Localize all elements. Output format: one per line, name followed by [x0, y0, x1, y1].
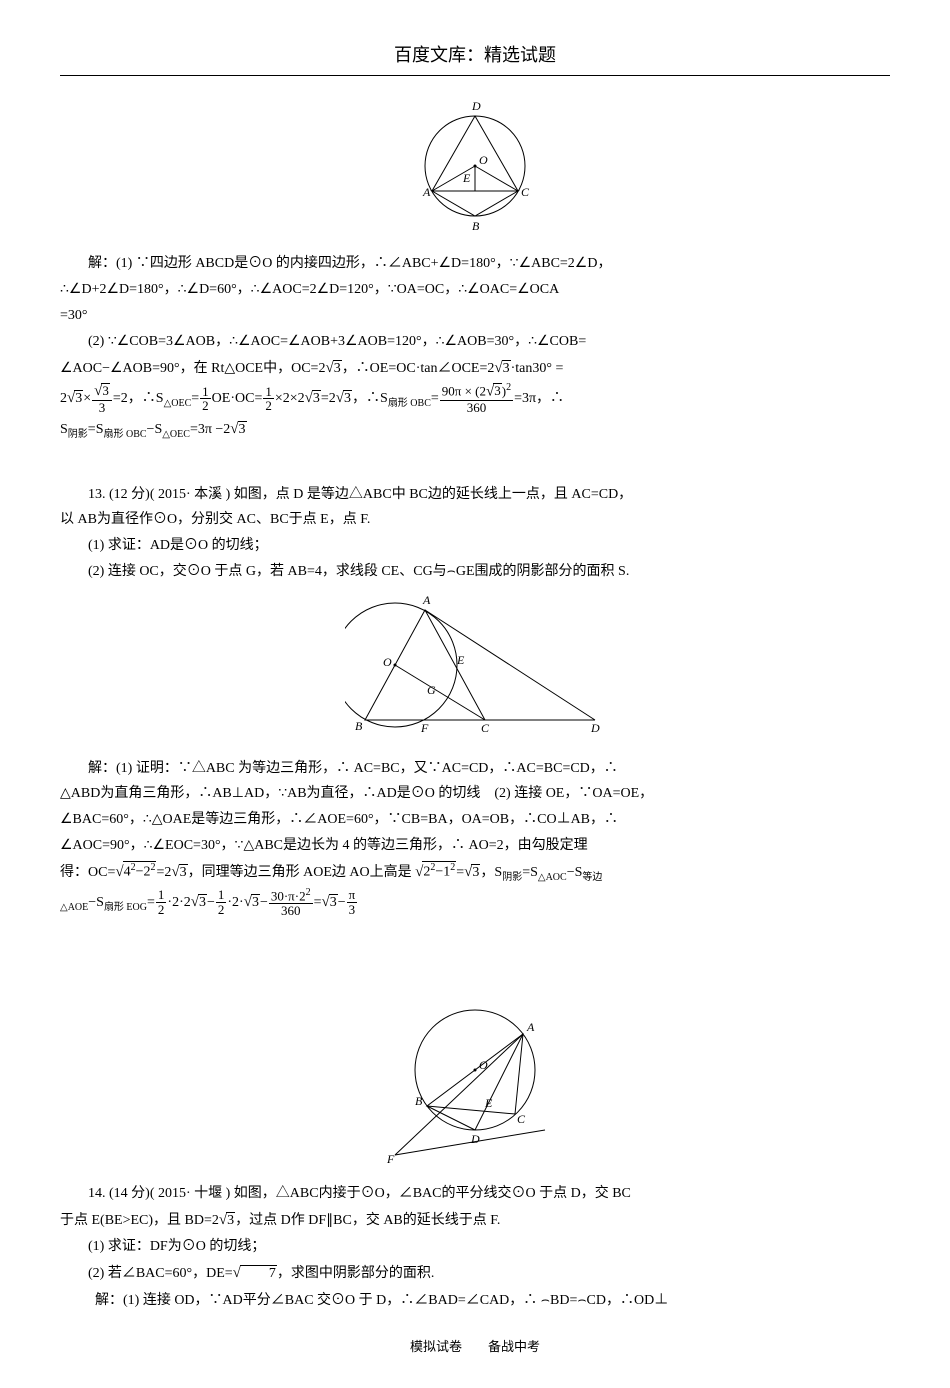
sol3-a: 解：(1) 连接 OD，∵AD平分∠BAC 交⊙O 于 D，∴∠BAD=∠CAD…: [60, 1289, 890, 1313]
figure-2: A B C D O E F G: [60, 590, 890, 749]
svg-text:D: D: [470, 1132, 480, 1146]
svg-text:G: G: [427, 683, 436, 697]
svg-text:C: C: [517, 1112, 526, 1126]
p13-d: (2) 连接 OC，交⊙O 于点 G，若 AB=4，求线段 CE、CG与⌢GE围…: [60, 560, 890, 584]
svg-text:D: D: [471, 99, 481, 113]
svg-text:O: O: [479, 1058, 488, 1072]
figure-1: O A C B D E: [60, 86, 890, 245]
svg-text:B: B: [472, 219, 480, 233]
svg-text:O: O: [383, 655, 392, 669]
fig2-svg: A B C D O E F G: [345, 590, 605, 740]
p14-c: (1) 求证：DF为⊙O 的切线；: [60, 1235, 890, 1259]
svg-text:D: D: [590, 721, 600, 735]
fig3-svg: A B C D E F O: [375, 995, 575, 1165]
svg-text:O: O: [479, 153, 488, 167]
sol2-e: 得：OC=√42−22=2√3，同理等边三角形 AOE边 AO上高是 √22−1…: [60, 860, 890, 886]
svg-text:E: E: [456, 653, 465, 667]
page-header: 百度文库：精选试题: [60, 40, 890, 71]
svg-text:E: E: [484, 1096, 493, 1110]
sol2-b: △ABD为直角三角形，∴AB⊥AD，∵AB为直径，∴AD是⊙O 的切线 (2) …: [60, 782, 890, 806]
sol1-line4: (2) ∵∠COB=3∠AOB，∴∠AOC=∠AOB+3∠AOB=120°，∴∠…: [60, 330, 890, 354]
sol2-f: △AOE−S扇形 EOG=12·2·2√3−12·2·√3−30·π·22360…: [60, 888, 890, 918]
svg-text:C: C: [521, 185, 530, 199]
svg-text:F: F: [386, 1152, 395, 1165]
p13-b: 以 AB为直径作⊙O，分别交 AC、BC于点 E，点 F.: [60, 508, 890, 532]
p13-a: 13. (12 分)( 2015· 本溪 ) 如图，点 D 是等边△ABC中 B…: [60, 483, 890, 507]
svg-text:A: A: [422, 185, 431, 199]
sol1-line1: 解：(1) ∵四边形 ABCD是⊙O 的内接四边形，∴∠ABC+∠D=180°，…: [60, 252, 890, 276]
p13-c: (1) 求证：AD是⊙O 的切线；: [60, 534, 890, 558]
p14-d: (2) 若∠BAC=60°，DE=√7，求图中阴影部分的面积.: [60, 1261, 890, 1287]
svg-text:A: A: [422, 593, 431, 607]
sol1-line5: ∠AOC−∠AOB=90°，在 Rt△OCE中，OC=2√3，∴OE=OC·ta…: [60, 356, 890, 382]
sol1-line7: S阴影=S扇形 OBC−S△OEC=3π −2√3: [60, 417, 890, 443]
header-rule: [60, 75, 890, 76]
svg-text:F: F: [420, 721, 429, 735]
page-footer: 模拟试卷 备战中考: [60, 1336, 890, 1358]
svg-text:B: B: [355, 719, 363, 733]
sol2-c: ∠BAC=60°，∴△OAE是等边三角形，∴∠AOE=60°，∵CB=BA，OA…: [60, 808, 890, 832]
svg-text:B: B: [415, 1094, 423, 1108]
svg-text:A: A: [526, 1020, 535, 1034]
p14-b: 于点 E(BE>EC)，且 BD=2√3，过点 D作 DF∥BC，交 AB的延长…: [60, 1208, 890, 1234]
sol2-d: ∠AOC=90°，∴∠EOC=30°，∵△ABC是边长为 4 的等边三角形，∴ …: [60, 834, 890, 858]
sol2-a: 解：(1) 证明：∵△ABC 为等边三角形，∴ AC=BC，又∵AC=CD，∴A…: [60, 757, 890, 781]
sol1-line2: ∴∠D+2∠D=180°，∴∠D=60°，∴∠AOC=2∠D=120°，∵OA=…: [60, 278, 890, 302]
figure-3: A B C D E F O: [60, 995, 890, 1174]
sol1-line6: 2√3×√33=2，∴S△OEC=12OE·OC=12×2×2√3=2√3，∴S…: [60, 383, 890, 415]
svg-text:E: E: [462, 171, 471, 185]
fig1-svg: O A C B D E: [395, 86, 555, 236]
svg-text:C: C: [481, 721, 490, 735]
sol1-line3: =30°: [60, 304, 890, 328]
p14-a: 14. (14 分)( 2015· 十堰 ) 如图，△ABC内接于⊙O，∠BAC…: [60, 1182, 890, 1206]
